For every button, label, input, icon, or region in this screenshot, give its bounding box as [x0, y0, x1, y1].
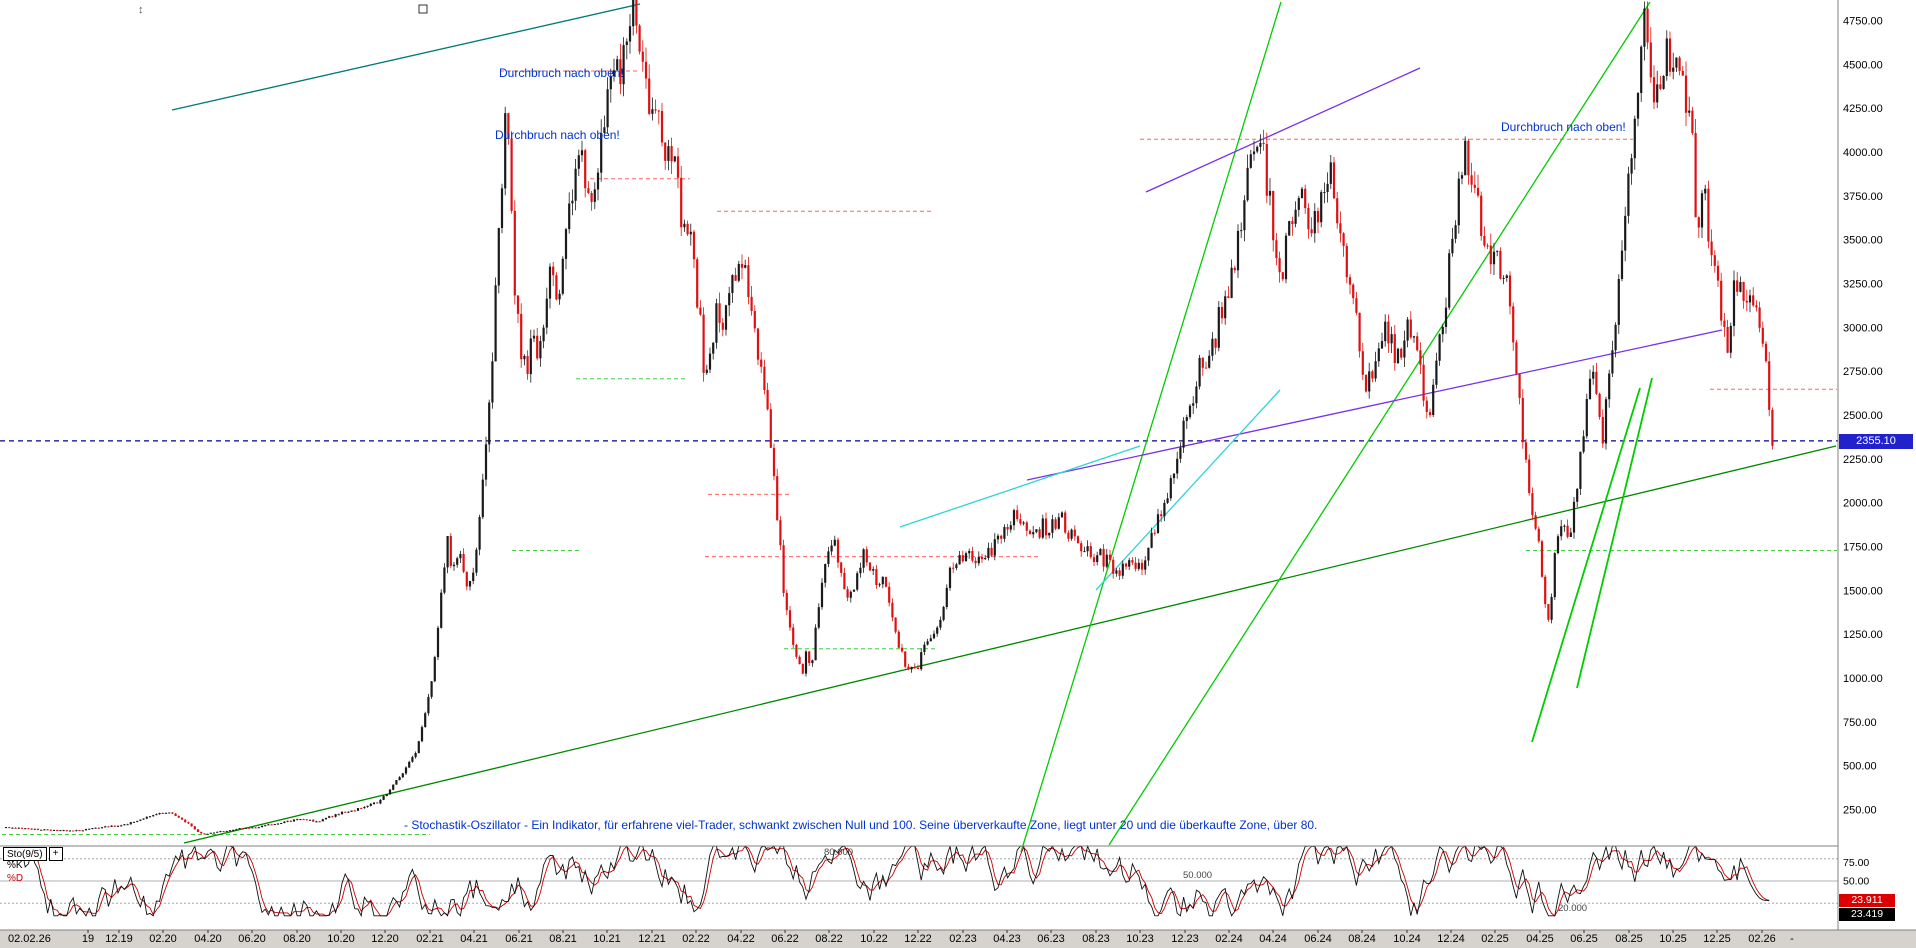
svg-text:02.20: 02.20: [149, 933, 177, 945]
svg-text:10.22: 10.22: [860, 933, 888, 945]
breakout-annotation[interactable]: Durchbruch nach oben!: [1501, 120, 1626, 134]
svg-text:02.25: 02.25: [1481, 933, 1509, 945]
trendline-group[interactable]: [171, 1, 1837, 853]
svg-text:04.22: 04.22: [727, 933, 755, 945]
svg-text:50.00: 50.00: [1843, 876, 1869, 888]
svg-text:02.23: 02.23: [949, 933, 977, 945]
svg-text:-: -: [1790, 933, 1794, 945]
indicator-legend: Sto(9/5) +: [3, 847, 63, 861]
drag-handle-icon[interactable]: [418, 4, 428, 14]
svg-text:20.000: 20.000: [1558, 903, 1587, 914]
svg-text:12.24: 12.24: [1437, 933, 1465, 945]
svg-text:08.23: 08.23: [1082, 933, 1110, 945]
svg-text:3000.00: 3000.00: [1843, 322, 1883, 334]
svg-text:500.00: 500.00: [1843, 761, 1877, 773]
candlestick-layer[interactable]: [4, 0, 1774, 835]
support-resistance-levels[interactable]: [2, 70, 1837, 835]
svg-text:12.20: 12.20: [371, 933, 399, 945]
svg-text:06.24: 06.24: [1304, 933, 1332, 945]
svg-text:08.22: 08.22: [815, 933, 843, 945]
current-price-badge: 2355.10: [1839, 434, 1913, 449]
indicator-name-box[interactable]: Sto(9/5): [3, 847, 47, 861]
expand-indicator-icon[interactable]: +: [48, 847, 63, 861]
svg-text:4250.00: 4250.00: [1843, 103, 1883, 115]
svg-text:4000.00: 4000.00: [1843, 147, 1883, 159]
stochastic-k-badge: 23.419: [1839, 908, 1895, 921]
svg-text:04.20: 04.20: [194, 933, 222, 945]
svg-text:04.25: 04.25: [1526, 933, 1554, 945]
breakout-annotation[interactable]: Durchbruch nach oben!: [495, 128, 620, 142]
oscillator-grid: [0, 858, 1838, 904]
x-axis-labels: [87, 930, 1763, 933]
svg-text:4750.00: 4750.00: [1843, 16, 1883, 28]
stochastic-d-label: %D: [7, 873, 24, 884]
svg-text:10.24: 10.24: [1393, 933, 1421, 945]
svg-text:19: 19: [82, 933, 94, 945]
svg-text:2750.00: 2750.00: [1843, 366, 1883, 378]
svg-text:02.21: 02.21: [416, 933, 444, 945]
svg-text:02.26: 02.26: [1748, 933, 1776, 945]
svg-text:06.23: 06.23: [1037, 933, 1065, 945]
updown-marker-icon[interactable]: ↕: [138, 4, 144, 16]
svg-text:02.24: 02.24: [1215, 933, 1243, 945]
svg-text:12.23: 12.23: [1171, 933, 1199, 945]
svg-text:2250.00: 2250.00: [1843, 454, 1883, 466]
svg-text:12.25: 12.25: [1703, 933, 1731, 945]
svg-text:1000.00: 1000.00: [1843, 673, 1883, 685]
svg-text:10.21: 10.21: [593, 933, 621, 945]
svg-text:10.25: 10.25: [1659, 933, 1687, 945]
stochastic-note[interactable]: - Stochastik-Oszillator - Ein Indikator,…: [404, 818, 1318, 832]
svg-text:75.00: 75.00: [1843, 857, 1869, 869]
svg-text:08.21: 08.21: [549, 933, 577, 945]
svg-text:2000.00: 2000.00: [1843, 498, 1883, 510]
svg-text:50.000: 50.000: [1183, 870, 1212, 881]
svg-text:08.24: 08.24: [1348, 933, 1376, 945]
svg-text:10.23: 10.23: [1126, 933, 1154, 945]
svg-text:2500.00: 2500.00: [1843, 410, 1883, 422]
svg-text:06.21: 06.21: [505, 933, 533, 945]
svg-text:12.22: 12.22: [904, 933, 932, 945]
svg-text:06.20: 06.20: [238, 933, 266, 945]
stochastic-d-badge: 23.911: [1839, 894, 1895, 907]
svg-text:3750.00: 3750.00: [1843, 191, 1883, 203]
svg-text:02.22: 02.22: [682, 933, 710, 945]
svg-text:3250.00: 3250.00: [1843, 279, 1883, 291]
svg-text:08.25: 08.25: [1615, 933, 1643, 945]
svg-text:06.22: 06.22: [771, 933, 799, 945]
svg-text:750.00: 750.00: [1843, 717, 1877, 729]
breakout-annotation[interactable]: Durchbruch nach oben!: [499, 66, 624, 80]
svg-text:04.21: 04.21: [460, 933, 488, 945]
svg-text:04.23: 04.23: [993, 933, 1021, 945]
svg-text:1750.00: 1750.00: [1843, 542, 1883, 554]
stochastic-k-label: %K: [7, 860, 23, 871]
svg-text:1250.00: 1250.00: [1843, 629, 1883, 641]
svg-text:10.20: 10.20: [327, 933, 355, 945]
svg-text:08.20: 08.20: [283, 933, 311, 945]
svg-text:12.21: 12.21: [638, 933, 666, 945]
svg-text:04.24: 04.24: [1259, 933, 1287, 945]
svg-text:02.02.26: 02.02.26: [8, 933, 51, 945]
svg-text:12.19: 12.19: [105, 933, 133, 945]
svg-text:250.00: 250.00: [1843, 804, 1877, 816]
svg-text:4500.00: 4500.00: [1843, 59, 1883, 71]
svg-text:3500.00: 3500.00: [1843, 235, 1883, 247]
svg-text:06.25: 06.25: [1570, 933, 1598, 945]
svg-text:1500.00: 1500.00: [1843, 585, 1883, 597]
